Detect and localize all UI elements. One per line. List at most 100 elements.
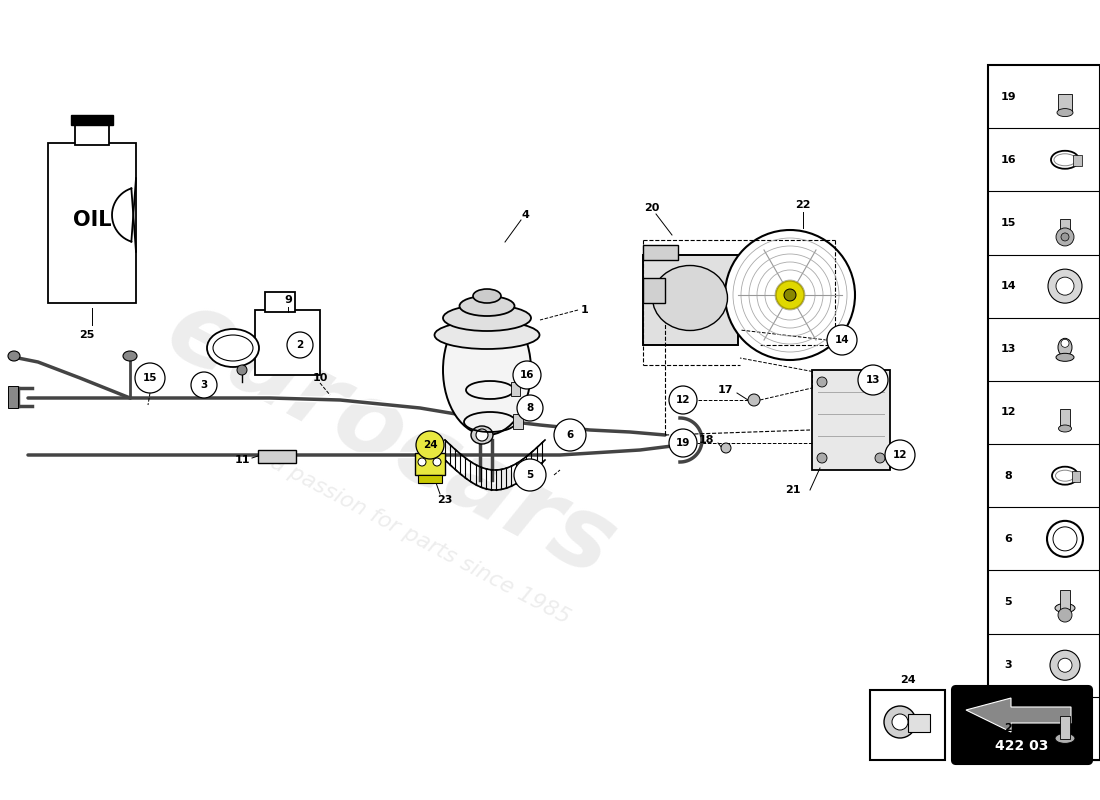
Circle shape xyxy=(135,363,165,393)
Text: 14: 14 xyxy=(1000,281,1015,291)
Circle shape xyxy=(1058,658,1072,672)
Bar xyxy=(418,475,442,483)
Circle shape xyxy=(517,395,543,421)
Text: 20: 20 xyxy=(645,203,660,213)
Circle shape xyxy=(433,458,441,466)
Circle shape xyxy=(418,458,426,466)
Circle shape xyxy=(1062,233,1069,241)
Circle shape xyxy=(720,443,732,453)
Text: 12: 12 xyxy=(1000,407,1015,418)
Bar xyxy=(1060,717,1070,739)
Bar xyxy=(870,690,945,760)
Bar xyxy=(75,123,109,145)
Circle shape xyxy=(886,440,915,470)
Text: 3: 3 xyxy=(200,380,208,390)
Text: 10: 10 xyxy=(312,373,328,383)
Bar xyxy=(644,278,666,303)
Text: 5: 5 xyxy=(1004,597,1012,607)
Bar xyxy=(1060,219,1070,239)
Circle shape xyxy=(476,429,488,441)
Text: 1: 1 xyxy=(581,305,589,315)
Text: 19: 19 xyxy=(1000,91,1015,102)
Text: eurocars: eurocars xyxy=(150,282,630,598)
Ellipse shape xyxy=(652,266,727,330)
Text: OIL: OIL xyxy=(73,210,111,230)
Circle shape xyxy=(669,429,697,457)
Ellipse shape xyxy=(8,351,20,361)
Circle shape xyxy=(725,230,855,360)
Text: 24: 24 xyxy=(900,675,915,685)
Bar xyxy=(988,65,1100,760)
Ellipse shape xyxy=(123,351,138,361)
Ellipse shape xyxy=(207,329,258,367)
Text: 2: 2 xyxy=(1004,723,1012,734)
Bar xyxy=(908,714,930,732)
Circle shape xyxy=(827,325,857,355)
Bar xyxy=(72,115,113,125)
Ellipse shape xyxy=(460,296,515,316)
Bar xyxy=(8,386,18,408)
Bar xyxy=(1060,590,1070,609)
Ellipse shape xyxy=(443,305,531,331)
Ellipse shape xyxy=(471,426,493,444)
Circle shape xyxy=(874,377,886,387)
Circle shape xyxy=(416,431,444,459)
Bar xyxy=(258,450,296,463)
Text: 3: 3 xyxy=(1004,660,1012,670)
Text: 12: 12 xyxy=(893,450,907,460)
Circle shape xyxy=(874,453,886,463)
Text: 4: 4 xyxy=(521,210,529,220)
Circle shape xyxy=(1062,339,1069,347)
Text: 23: 23 xyxy=(438,495,453,505)
Text: 13: 13 xyxy=(1000,344,1015,354)
Text: 21: 21 xyxy=(785,485,801,495)
Text: 18: 18 xyxy=(698,435,714,445)
Circle shape xyxy=(892,714,907,730)
Text: 12: 12 xyxy=(675,395,691,405)
Circle shape xyxy=(784,289,796,301)
Text: 6: 6 xyxy=(1004,534,1012,544)
Circle shape xyxy=(858,365,888,395)
Text: 13: 13 xyxy=(866,375,880,385)
Ellipse shape xyxy=(1056,354,1074,362)
Circle shape xyxy=(191,372,217,398)
Bar xyxy=(48,143,136,303)
Text: 11: 11 xyxy=(234,455,250,465)
Circle shape xyxy=(1056,277,1074,295)
Bar xyxy=(255,310,320,375)
Circle shape xyxy=(817,377,827,387)
Circle shape xyxy=(554,419,586,451)
Ellipse shape xyxy=(434,321,539,349)
Circle shape xyxy=(776,281,804,309)
Circle shape xyxy=(748,394,760,406)
Text: 17: 17 xyxy=(717,385,733,395)
Polygon shape xyxy=(966,698,1071,732)
Ellipse shape xyxy=(1058,338,1072,356)
Circle shape xyxy=(514,459,546,491)
Text: 422 03: 422 03 xyxy=(996,739,1048,753)
Text: 25: 25 xyxy=(79,330,95,340)
Text: 15: 15 xyxy=(143,373,157,383)
Text: 8: 8 xyxy=(1004,470,1012,481)
Bar xyxy=(1072,154,1082,166)
Circle shape xyxy=(1048,269,1082,303)
Text: 24: 24 xyxy=(422,440,438,450)
Text: 5: 5 xyxy=(527,470,534,480)
Bar xyxy=(644,245,678,260)
Circle shape xyxy=(1058,608,1072,622)
Bar xyxy=(644,255,738,345)
Bar xyxy=(812,370,890,470)
Ellipse shape xyxy=(1057,109,1072,117)
Bar xyxy=(1058,94,1072,111)
Bar xyxy=(513,414,522,429)
Circle shape xyxy=(817,453,827,463)
Circle shape xyxy=(1050,650,1080,680)
Text: 19: 19 xyxy=(675,438,690,448)
Text: a passion for parts since 1985: a passion for parts since 1985 xyxy=(267,452,573,628)
Bar xyxy=(1072,470,1080,482)
Circle shape xyxy=(287,332,314,358)
Ellipse shape xyxy=(1055,603,1075,613)
Bar xyxy=(512,382,520,396)
Text: 8: 8 xyxy=(527,403,534,413)
Ellipse shape xyxy=(443,305,531,435)
